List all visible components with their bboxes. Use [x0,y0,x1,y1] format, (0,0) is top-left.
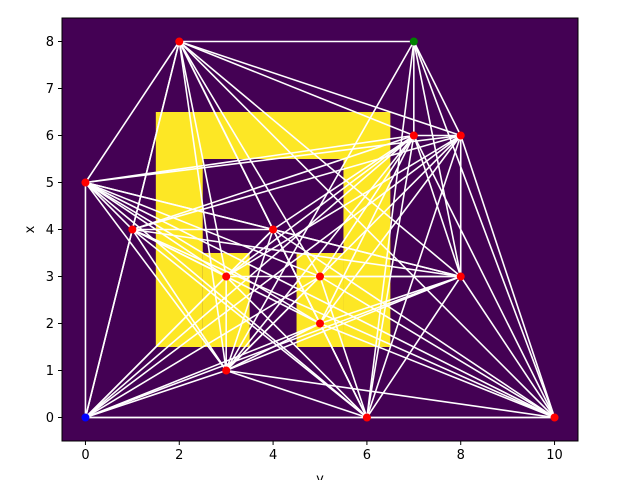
x-tick-label: 2 [175,448,183,463]
edge-layer [84,40,556,419]
roadmap-edge [319,275,556,419]
roadmap-edge [225,369,556,419]
roadmap-edge [319,134,415,278]
y-axis-label: x [23,225,38,233]
y-axis-ticks: 0 1 2 3 4 5 6 7 8 [46,35,62,426]
roadmap-edge [84,134,415,184]
roadmap-edge [84,275,227,419]
roadmap-edge [366,275,462,419]
roadmap-edge [225,275,368,419]
roadmap-edge [84,322,321,419]
roadmap-edge [84,369,227,419]
roadmap-edge [225,134,415,372]
roadmap-edge [178,40,227,278]
roadmap-edge [84,181,227,372]
sample-node [222,366,231,375]
y-tick-label: 2 [46,317,54,332]
roadmap-edge [413,40,556,419]
roadmap-edge [225,134,462,372]
roadmap-edge [178,40,415,137]
roadmap-edge [319,275,368,419]
roadmap-edge [131,228,368,419]
roadmap-edge [131,228,227,372]
roadmap-edge [413,40,462,137]
roadmap-edge [225,134,415,278]
roadmap-edge [225,275,462,372]
roadmap-edge [319,275,462,325]
sample-node [316,319,324,328]
roadmap-edge [319,134,462,325]
y-tick-label: 7 [46,82,54,97]
roadmap-edge [319,322,556,419]
roadmap-edge [84,181,556,419]
roadmap-edge [319,322,368,419]
y-tick-label: 8 [46,35,54,50]
roadmap-edge [225,228,274,278]
sample-node [550,413,559,422]
x-tick-label: 6 [363,448,371,463]
goal-node [409,37,418,46]
start-node [81,413,90,422]
sample-node [81,178,90,187]
roadmap-edge [272,134,415,231]
x-axis-label: y [316,472,324,480]
roadmap-edge [366,134,415,419]
roadmap-edge [225,369,368,419]
roadmap-edge [413,134,556,419]
roadmap-edge [272,228,556,419]
y-tick-label: 4 [46,223,54,238]
sample-node [222,272,231,281]
sample-node [175,37,184,46]
roadmap-edge [84,40,181,184]
y-tick-label: 1 [46,364,54,379]
x-tick-label: 10 [546,448,563,463]
y-tick-label: 6 [46,129,54,144]
roadmap-edge [413,134,462,278]
y-tick-label: 5 [46,176,54,191]
roadmap-edge [131,134,415,231]
y-tick-label: 0 [46,411,54,426]
y-tick-label: 3 [46,270,54,285]
x-tick-label: 8 [457,448,465,463]
plot-area [62,18,578,441]
roadmap-edge [131,228,462,278]
sample-node [409,131,418,140]
roadmap-edge [178,40,462,137]
x-tick-label: 0 [81,448,89,463]
roadmap-edge [272,228,462,278]
roadmap-edge [84,134,462,184]
roadmap-edge [84,181,134,231]
x-tick-label: 4 [269,448,277,463]
x-axis-ticks: 0 2 4 6 8 10 [81,441,563,463]
roadmap-edge [459,134,556,419]
sample-node [456,131,465,140]
roadmap-edge [131,40,181,231]
sample-node [269,225,278,234]
roadmap-edge [366,134,462,419]
sample-node [456,272,465,281]
roadmap-edge [225,322,321,372]
sample-node [316,272,324,281]
roadmap-edge [178,40,462,278]
roadmap-edge [459,275,556,419]
node-layer [81,37,559,422]
sample-node [128,225,137,234]
sample-node [362,413,371,422]
roadmap-edge [84,181,321,325]
